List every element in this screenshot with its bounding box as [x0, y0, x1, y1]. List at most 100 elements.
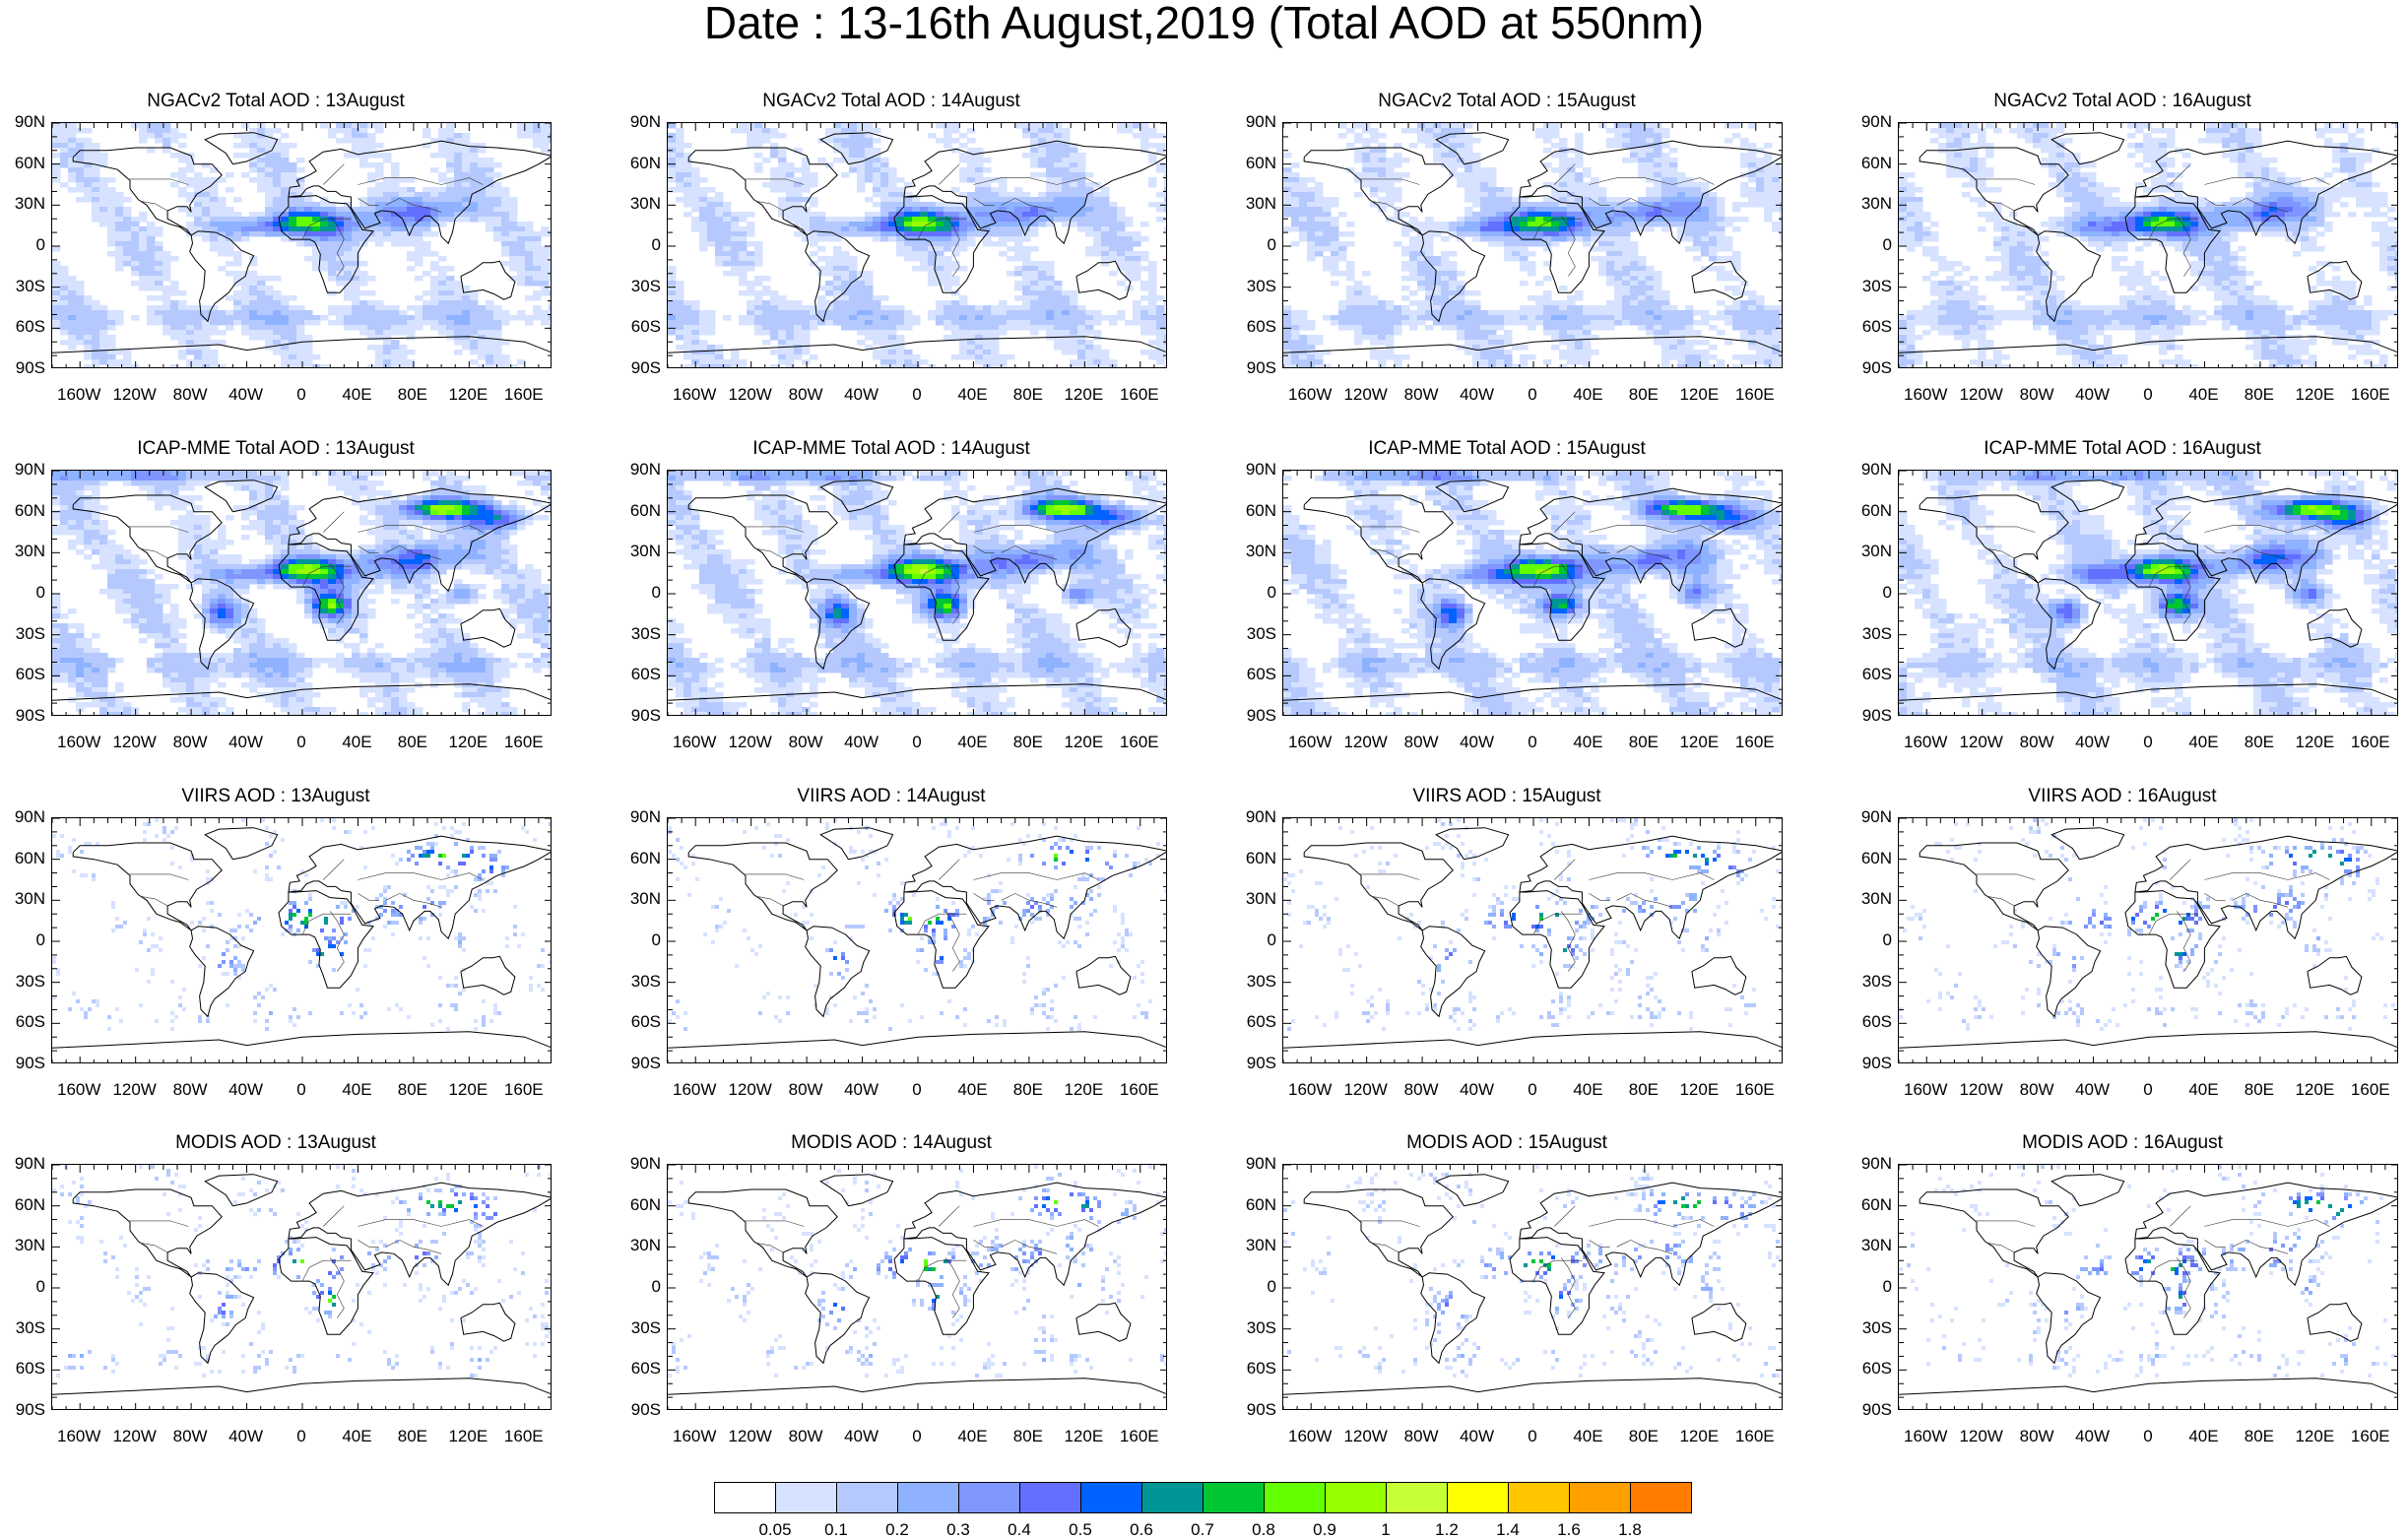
panel-title: ICAP-MME Total AOD : 16August — [1984, 438, 2261, 459]
lat-tick-label: 30S — [1861, 623, 1892, 643]
aod-map — [1898, 122, 2398, 368]
lon-tick-label: 80W — [2019, 1080, 2054, 1099]
colorbar-tick-label: 0.8 — [1252, 1520, 1275, 1539]
lon-tick-label: 120E — [1679, 385, 1720, 404]
aod-field-map-svg — [52, 471, 551, 715]
lon-tick-label: 160W — [673, 385, 717, 404]
lon-tick-label: 40E — [957, 1080, 988, 1099]
lon-tick-label: 0 — [1528, 1080, 1537, 1099]
lon-tick-label: 120W — [1959, 385, 2003, 404]
lon-tick-label: 160E — [503, 1427, 544, 1445]
lon-tick-label: 80E — [2244, 1080, 2274, 1099]
map-panel-ngac-16: NGACv2 Total AOD : 16August 90N 60N 30N 0 30S… — [1847, 91, 2398, 416]
lat-tick-label: 30S — [1246, 971, 1276, 991]
lat-tick-label: 30N — [1860, 194, 1892, 214]
lon-tick-label: 40W — [1460, 385, 1495, 404]
lon-tick-label: 120W — [1959, 1427, 2003, 1445]
aod-field-map-svg — [1899, 1165, 2397, 1409]
lon-tick-label: 160E — [2350, 733, 2390, 751]
lat-tick-label: 30S — [630, 971, 661, 991]
lat-tick-label: 0 — [1267, 1277, 1276, 1296]
lat-tick-label: 0 — [1267, 235, 1276, 254]
colorbar-tick-label: 0.6 — [1130, 1520, 1153, 1539]
lat-tick-label: 60N — [1860, 500, 1892, 520]
aod-map — [1898, 1164, 2398, 1410]
lat-tick-label: 60S — [1246, 665, 1276, 684]
lon-tick-label: 40E — [342, 1080, 372, 1099]
lat-tick-label: 60N — [629, 848, 661, 867]
lon-tick-label: 40E — [957, 385, 988, 404]
lon-tick-label: 80W — [2019, 1427, 2054, 1445]
colorbar-tick-label: 0.2 — [885, 1520, 909, 1539]
map-panel-modis-13: MODIS AOD : 13August 90N 60N 30N 0 30S 60S 90S 1… — [0, 1132, 552, 1457]
lat-tick-label: 90S — [1861, 706, 1892, 725]
panel-title: NGACv2 Total AOD : 13August — [147, 91, 405, 111]
colorbar-tick-label: 1.6 — [1557, 1520, 1581, 1539]
aod-map — [1282, 817, 1783, 1063]
lat-tick-label: 0 — [35, 235, 45, 254]
panel-title: ICAP-MME Total AOD : 14August — [752, 438, 1030, 459]
lon-tick-label: 40E — [2188, 733, 2219, 751]
lon-tick-label: 40W — [844, 385, 879, 404]
lon-tick-label: 0 — [296, 733, 306, 751]
lat-tick-label: 30N — [1245, 889, 1276, 909]
lat-tick-label: 90N — [14, 807, 45, 826]
lon-tick-label: 120E — [448, 385, 488, 404]
lat-tick-label: 30S — [1861, 1317, 1892, 1337]
aod-field-map-svg — [52, 818, 551, 1062]
lon-tick-label: 80W — [2019, 385, 2054, 404]
colorbar-swatch — [958, 1482, 1020, 1513]
aod-map — [1898, 470, 2398, 716]
colorbar-swatch — [1203, 1482, 1265, 1513]
lon-tick-label: 0 — [912, 733, 922, 751]
lon-tick-label: 120W — [1959, 733, 2003, 751]
lat-tick-label: 30N — [14, 889, 45, 909]
lat-tick-label: 0 — [35, 583, 45, 602]
map-panel-ngac-13: NGACv2 Total AOD : 13August 90N 60N 30N 0 30S… — [0, 91, 552, 416]
lat-tick-label: 90N — [1860, 807, 1892, 826]
lon-tick-label: 40E — [2188, 1427, 2219, 1445]
lon-tick-label: 120E — [448, 1080, 488, 1099]
lon-tick-label: 120W — [112, 385, 157, 404]
lon-tick-label: 80W — [1403, 1080, 1439, 1099]
colorbar-tick-label: 0.5 — [1069, 1520, 1092, 1539]
lon-tick-label: 80W — [172, 1427, 208, 1445]
lon-tick-label: 120E — [448, 733, 488, 751]
lat-tick-label: 30S — [1861, 276, 1892, 295]
lat-tick-label: 90N — [1245, 807, 1276, 826]
lat-tick-label: 90N — [629, 807, 661, 826]
lon-tick-label: 160W — [57, 1080, 101, 1099]
lon-tick-label: 40E — [2188, 1080, 2219, 1099]
panel-title: VIIRS AOD : 13August — [181, 786, 370, 806]
lon-tick-label: 40E — [342, 1427, 372, 1445]
lat-tick-label: 90N — [1245, 112, 1276, 131]
lon-tick-label: 160W — [1904, 1080, 1948, 1099]
lat-tick-label: 30N — [1245, 194, 1276, 214]
lat-tick-label: 60S — [15, 665, 45, 684]
aod-map — [667, 817, 1167, 1063]
lat-tick-label: 60N — [629, 153, 661, 172]
lat-tick-label: 30S — [630, 623, 661, 643]
lon-tick-label: 160E — [1119, 733, 1159, 751]
lon-tick-label: 80W — [1403, 733, 1439, 751]
lon-tick-label: 160W — [57, 1427, 101, 1445]
colorbar-swatch — [1447, 1482, 1509, 1513]
lon-tick-label: 80W — [172, 385, 208, 404]
lat-tick-label: 90S — [1861, 1400, 1892, 1419]
lon-tick-label: 120E — [1064, 1080, 1104, 1099]
lon-tick-label: 120E — [1679, 1080, 1720, 1099]
lon-tick-label: 40W — [1460, 1080, 1495, 1099]
lon-tick-label: 160E — [1119, 1080, 1159, 1099]
lon-tick-label: 120W — [728, 1427, 772, 1445]
lon-tick-label: 40E — [957, 1427, 988, 1445]
lon-tick-label: 160W — [1288, 1427, 1333, 1445]
aod-field-map-svg — [1899, 471, 2397, 715]
lat-tick-label: 60N — [14, 500, 45, 520]
aod-map — [667, 122, 1167, 368]
lon-tick-label: 40W — [1460, 1427, 1495, 1445]
lon-tick-label: 80W — [788, 733, 823, 751]
lon-tick-label: 80E — [397, 1427, 427, 1445]
colorbar-tick-label: 0.3 — [946, 1520, 970, 1539]
lon-tick-label: 120W — [1343, 1080, 1388, 1099]
colorbar-tick-label: 1 — [1381, 1520, 1391, 1539]
